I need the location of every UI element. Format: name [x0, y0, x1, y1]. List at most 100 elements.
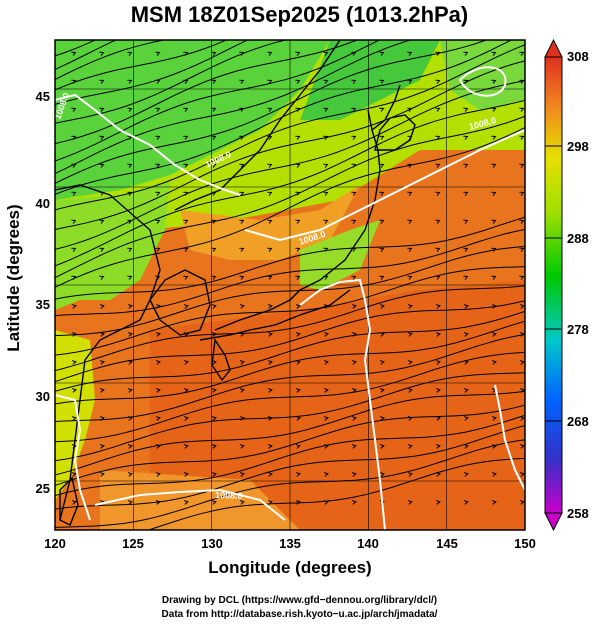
- wind-arrowhead: [183, 472, 189, 477]
- wind-arrowhead: [379, 247, 385, 252]
- wind-arrowhead: [435, 500, 441, 505]
- wind-arrowhead: [155, 191, 161, 196]
- wind-arrowhead: [463, 500, 469, 505]
- wind-arrowhead: [239, 388, 245, 393]
- wind-arrowhead: [155, 135, 161, 140]
- wind-arrowhead: [183, 51, 189, 56]
- streamline: [55, 320, 525, 405]
- streamline: [55, 99, 525, 267]
- wind-arrowhead: [295, 191, 301, 196]
- colorbar-tick-label: 308: [567, 49, 589, 64]
- streamline: [55, 60, 525, 230]
- wind-arrowhead: [491, 191, 497, 196]
- wind-arrowhead: [323, 472, 329, 477]
- wind-arrowhead: [519, 416, 525, 421]
- wind-arrowhead: [519, 444, 525, 449]
- wind-arrowhead: [211, 444, 217, 449]
- wind-arrowhead: [267, 472, 273, 477]
- wind-arrowhead: [99, 416, 105, 421]
- wind-arrowhead: [519, 107, 525, 112]
- wind-arrowhead: [71, 388, 77, 393]
- y-tick-label: 35: [36, 297, 50, 312]
- wind-arrowhead: [99, 219, 105, 224]
- wind-arrowhead: [127, 500, 133, 505]
- wind-arrowhead: [211, 79, 217, 84]
- wind-arrowhead: [463, 51, 469, 56]
- wind-arrowhead: [183, 388, 189, 393]
- wind-arrowhead: [351, 191, 357, 196]
- wind-arrowhead: [127, 79, 133, 84]
- wind-arrowhead: [183, 107, 189, 112]
- streamline: [55, 216, 525, 300]
- wind-arrowhead: [379, 135, 385, 140]
- wind-arrowhead: [267, 360, 273, 365]
- wind-arrowhead: [491, 163, 497, 168]
- wind-arrowhead: [435, 247, 441, 252]
- y-tick-label: 45: [36, 89, 50, 104]
- wind-arrowhead: [183, 360, 189, 365]
- wind-arrowhead: [351, 304, 357, 309]
- wind-arrowhead: [239, 500, 245, 505]
- wind-arrowhead: [295, 332, 301, 337]
- wind-arrowhead: [211, 500, 217, 505]
- wind-arrowhead: [351, 51, 357, 56]
- wind-arrowhead: [127, 191, 133, 196]
- wind-arrowhead: [127, 472, 133, 477]
- wind-arrowhead: [183, 304, 189, 309]
- wind-arrowhead: [463, 135, 469, 140]
- wind-arrowhead: [519, 247, 525, 252]
- wind-arrowhead: [407, 51, 413, 56]
- wind-arrowhead: [491, 472, 497, 477]
- wind-arrowhead: [267, 51, 273, 56]
- wind-arrowhead: [407, 247, 413, 252]
- wind-arrowhead: [239, 416, 245, 421]
- wind-arrowhead: [351, 388, 357, 393]
- wind-arrowhead: [211, 304, 217, 309]
- wind-arrowhead: [155, 416, 161, 421]
- wind-arrowhead: [183, 79, 189, 84]
- wind-arrowhead: [267, 135, 273, 140]
- wind-arrowhead: [211, 332, 217, 337]
- wind-arrowhead: [211, 275, 217, 280]
- wind-arrowhead: [127, 51, 133, 56]
- wind-arrowhead: [127, 360, 133, 365]
- wind-arrowhead: [295, 500, 301, 505]
- wind-arrowhead: [99, 275, 105, 280]
- wind-arrowhead: [379, 360, 385, 365]
- wind-arrowhead: [71, 332, 77, 337]
- streamline: [55, 40, 249, 105]
- wind-arrowhead: [127, 219, 133, 224]
- streamline: [55, 40, 167, 80]
- wind-arrowhead: [491, 79, 497, 84]
- wind-arrowhead: [295, 275, 301, 280]
- wind-arrowhead: [99, 79, 105, 84]
- wind-arrowhead: [295, 444, 301, 449]
- wind-arrowhead: [491, 444, 497, 449]
- wind-arrowhead: [519, 135, 525, 140]
- wind-arrowhead: [491, 275, 497, 280]
- wind-arrowhead: [323, 304, 329, 309]
- wind-arrowhead: [323, 51, 329, 56]
- wind-arrowhead: [351, 219, 357, 224]
- wind-arrowhead: [519, 163, 525, 168]
- contour-label: 1008.0: [215, 490, 243, 501]
- wind-arrowhead: [435, 388, 441, 393]
- wind-arrowhead: [379, 444, 385, 449]
- wind-arrowhead: [407, 191, 413, 196]
- colorbar-tick-label: 298: [567, 139, 589, 154]
- wind-arrowhead: [127, 444, 133, 449]
- wind-arrowhead: [211, 107, 217, 112]
- wind-arrowhead: [407, 163, 413, 168]
- wind-arrowhead: [407, 416, 413, 421]
- isobar-contours: [55, 66, 525, 530]
- wind-arrowhead: [211, 135, 217, 140]
- wind-arrowhead: [267, 191, 273, 196]
- wind-arrowhead: [379, 472, 385, 477]
- wind-arrowhead: [379, 191, 385, 196]
- wind-arrowhead: [183, 416, 189, 421]
- wind-arrowhead: [71, 219, 77, 224]
- wind-arrowhead: [379, 219, 385, 224]
- streamline: [55, 40, 513, 195]
- wind-arrowhead: [267, 500, 273, 505]
- wind-arrowhead: [463, 107, 469, 112]
